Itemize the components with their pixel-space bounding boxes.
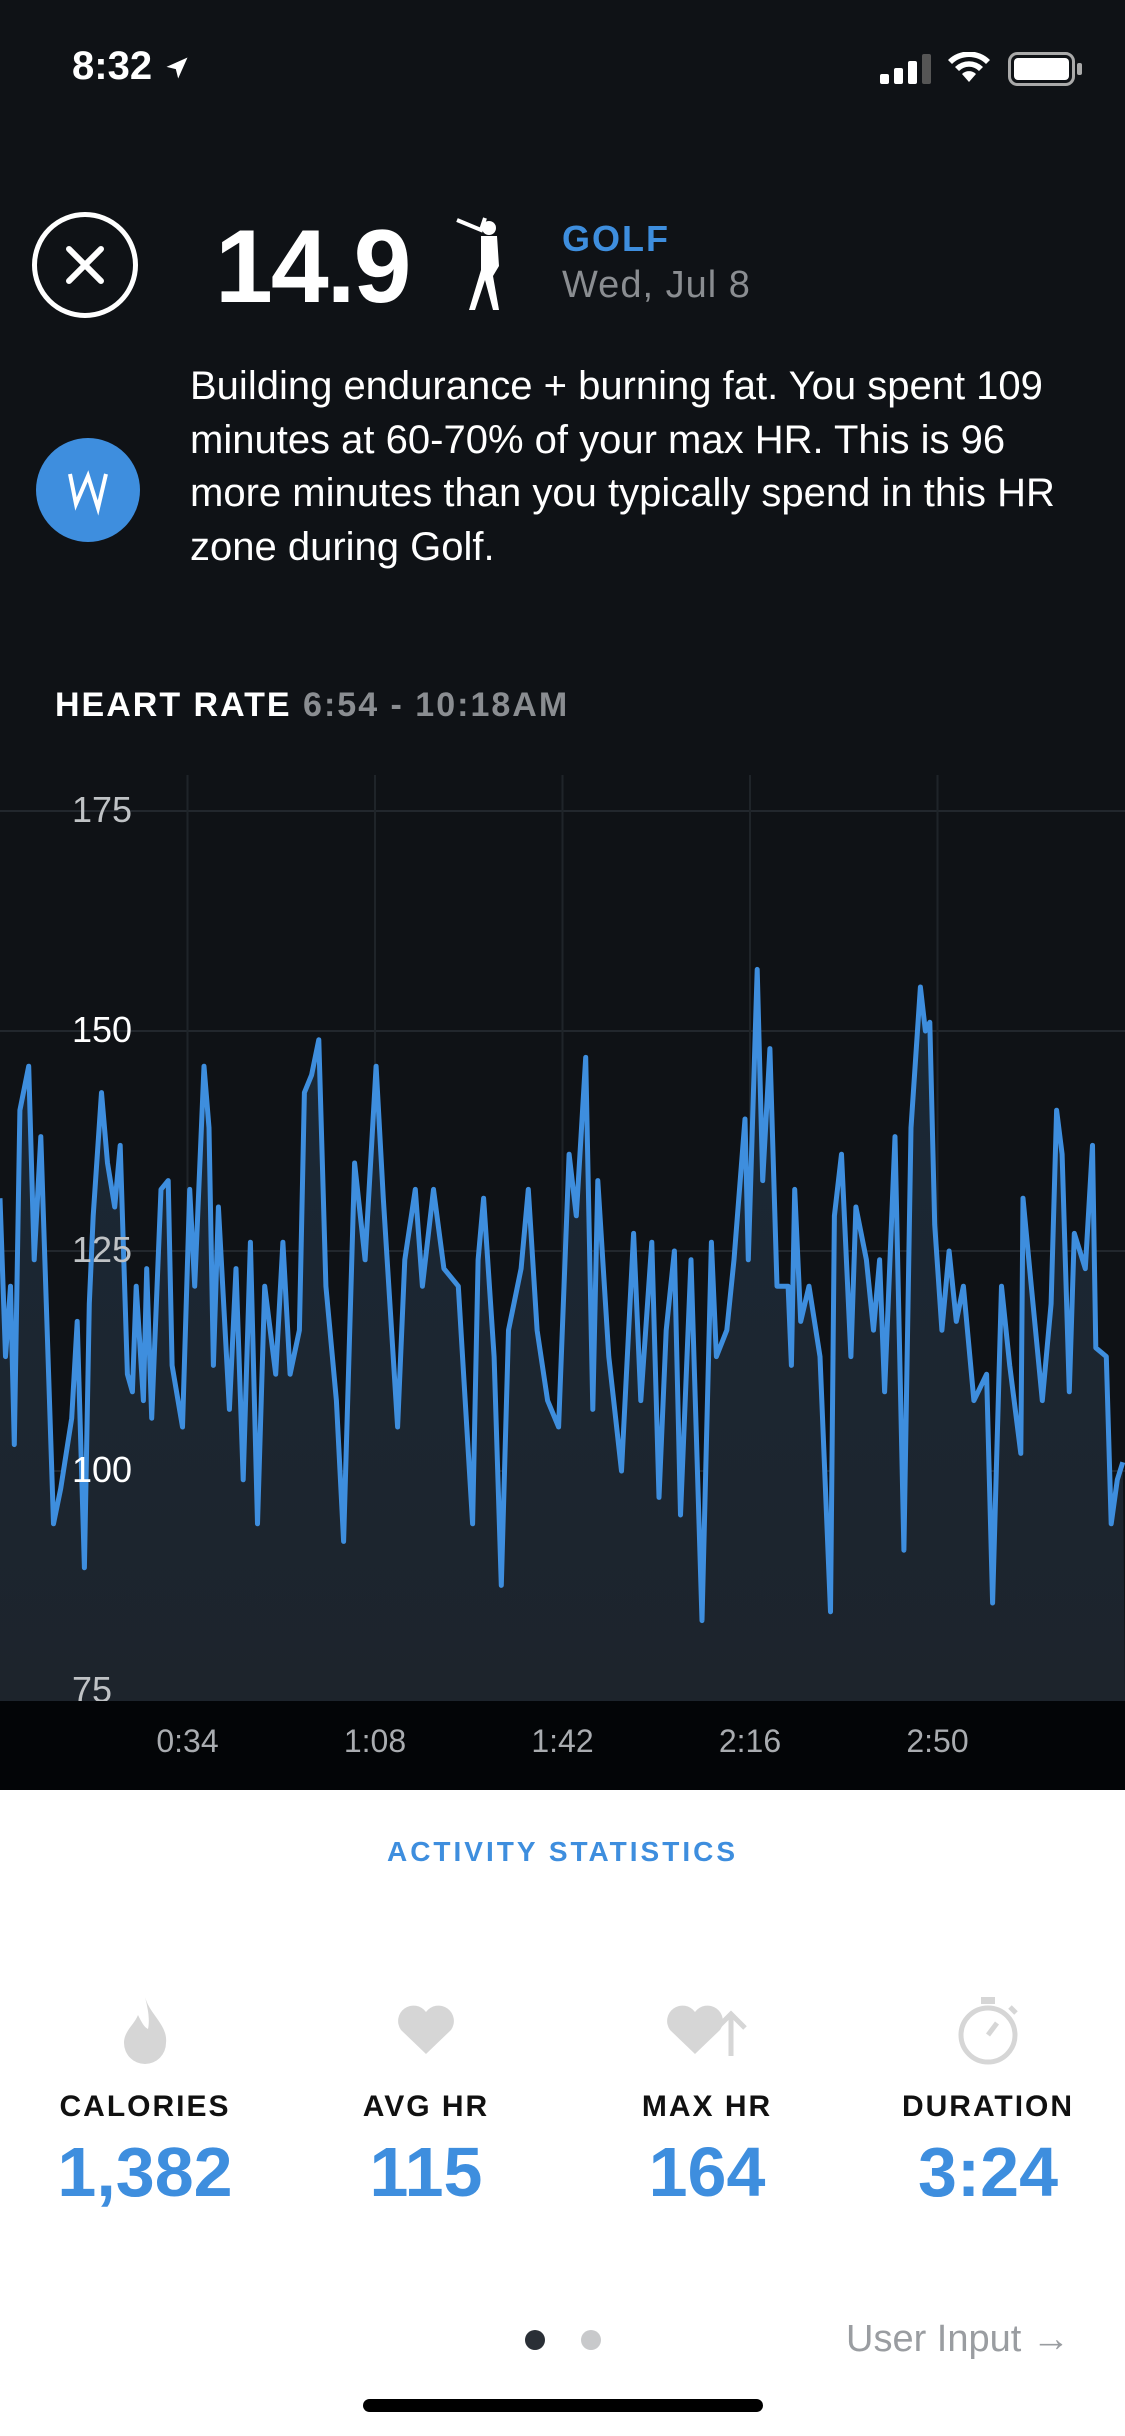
heart-icon: [285, 1990, 567, 2070]
heart-rate-title: HEART RATE: [55, 686, 292, 724]
sport-label: GOLF: [562, 218, 670, 259]
stat-label: MAX HR: [641, 2090, 773, 2123]
heart-rate-heading: HEART RATE 6:54 - 10:18AM: [55, 686, 569, 725]
stats-panel: [0, 1790, 1125, 2436]
wifi-icon: [948, 52, 990, 82]
user-input-link[interactable]: User Input →: [846, 2318, 1070, 2360]
whoop-coach-icon: [36, 438, 140, 542]
stat-avg-hr: AVG HR 115: [285, 1990, 567, 2212]
strain-score: 14.9: [215, 209, 411, 325]
stat-value: 1,382: [57, 2133, 233, 2211]
heart-rate-line: [0, 966, 1125, 1624]
location-arrow-icon: [166, 57, 188, 79]
stat-label: AVG HR: [362, 2090, 490, 2123]
stat-max-hr: MAX HR 164: [566, 1990, 848, 2212]
y-tick-label: 175: [72, 789, 133, 830]
x-tick-label: 2:16: [718, 1723, 782, 1759]
page-dot-active[interactable]: [525, 2330, 545, 2350]
stat-calories: CALORIES 1,382: [4, 1990, 286, 2212]
activity-statistics-title: ACTIVITY STATISTICS: [386, 1836, 738, 1867]
stat-value: 115: [369, 2133, 483, 2211]
heart-up-icon: [566, 1990, 848, 2070]
home-indicator[interactable]: [363, 2399, 763, 2412]
heart-rate-time-range: 6:54 - 10:18AM: [303, 686, 570, 724]
x-tick-label: 0:34: [156, 1723, 219, 1759]
stat-value: 164: [648, 2133, 766, 2211]
flame-icon: [4, 1990, 286, 2070]
heart-rate-chart-svg: [0, 775, 1125, 1701]
chart-x-axis: 0:34 1:08 1:42 2:16 2:50: [0, 1701, 1125, 1790]
y-tick-label: 100: [72, 1449, 133, 1490]
battery-icon: [1008, 52, 1082, 86]
heart-rate-chart[interactable]: 175 150 125 100 75: [0, 775, 1125, 1710]
status-time: 8:32: [72, 44, 191, 89]
page-dot[interactable]: [581, 2330, 601, 2350]
activity-date: Wed, Jul 8: [562, 264, 751, 306]
insight-text: Building endurance + burning fat. You sp…: [190, 364, 1055, 569]
y-tick-label: 150: [72, 1009, 133, 1050]
stat-duration: DURATION 3:24: [847, 1990, 1125, 2212]
y-tick-label: 125: [72, 1229, 133, 1270]
close-icon: [66, 246, 104, 284]
close-button[interactable]: [32, 212, 138, 318]
x-tick-label: 1:42: [531, 1723, 594, 1759]
stat-label: CALORIES: [59, 2090, 231, 2123]
stat-value: 3:24: [917, 2133, 1059, 2211]
x-tick-label: 1:08: [343, 1723, 407, 1759]
status-time-text: 8:32: [72, 44, 153, 88]
stopwatch-icon: [847, 1990, 1125, 2070]
golfer-icon: [456, 217, 499, 310]
signal-icon: [880, 54, 931, 84]
stat-label: DURATION: [901, 2090, 1075, 2123]
x-tick-label: 2:50: [906, 1723, 969, 1759]
